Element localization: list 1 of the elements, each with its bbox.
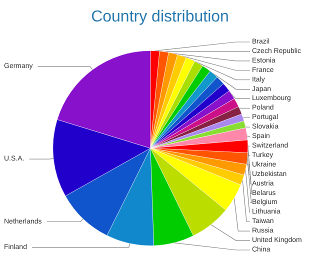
chart-title: Country distribution — [91, 8, 229, 26]
